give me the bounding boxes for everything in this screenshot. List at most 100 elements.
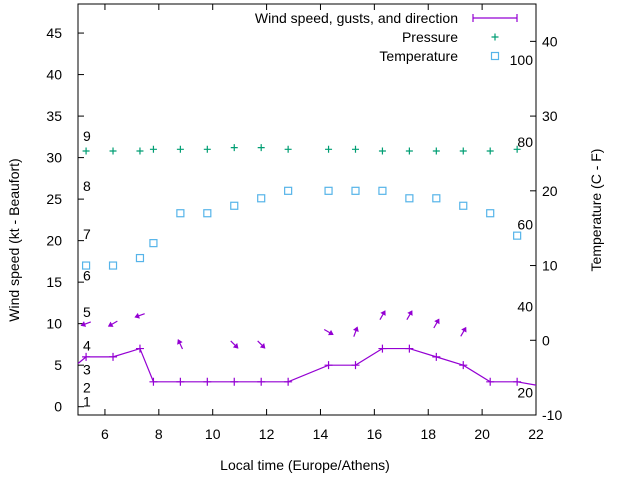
temperature-point — [324, 186, 333, 195]
temperature-point — [176, 209, 185, 218]
fahrenheit-label: 40 — [517, 299, 533, 315]
pressure-point — [109, 147, 117, 155]
arrow-head — [327, 329, 334, 336]
temperature-point — [405, 194, 414, 203]
temperature-point — [351, 186, 360, 195]
y-tick-label: 30 — [46, 150, 62, 166]
y2-tick-label: 10 — [542, 258, 558, 274]
y2-axis-label: Temperature (C - F) — [588, 149, 604, 272]
wind-direction-arrow — [230, 340, 239, 349]
y2-tick-label: 40 — [542, 33, 558, 49]
y-tick-label: 0 — [54, 399, 62, 415]
fahrenheit-label: 60 — [517, 216, 533, 232]
y-tick-label: 40 — [46, 67, 62, 83]
wind-direction-arrow — [134, 312, 145, 319]
legend: Wind speed, gusts, and direction Pressure… — [255, 10, 518, 64]
pressure-point — [486, 147, 494, 155]
pressure-point — [203, 145, 211, 153]
beaufort-label: 4 — [83, 337, 91, 353]
wind-speed-point — [257, 377, 266, 386]
y-tick-label: 15 — [46, 274, 62, 290]
legend-label: Pressure — [402, 29, 458, 45]
wind-speed-point — [135, 344, 144, 353]
beaufort-label: 6 — [83, 268, 91, 284]
arrow-head — [80, 321, 87, 327]
beaufort-label: 8 — [83, 178, 91, 194]
wind-direction-arrow — [257, 340, 266, 349]
temperature-point — [378, 186, 387, 195]
arrow-head — [107, 321, 114, 327]
y2-tick-label: 0 — [542, 332, 550, 348]
temperature-point — [230, 201, 239, 210]
pressure-point — [432, 147, 440, 155]
x-tick-label: 14 — [313, 426, 329, 442]
wind-speed-point — [405, 344, 414, 353]
y-tick-label: 35 — [46, 108, 62, 124]
wind-direction-arrow — [107, 320, 118, 327]
x-tick-label: 22 — [528, 426, 544, 442]
arrow-head — [177, 339, 183, 345]
x-tick-label: 6 — [101, 426, 109, 442]
beaufort-label: 1 — [83, 394, 91, 410]
series-layer — [77, 144, 537, 386]
beaufort-label: 7 — [83, 226, 91, 242]
arrow-head — [353, 326, 359, 332]
wind-speed-point — [486, 377, 495, 386]
legend-temperature-marker — [490, 51, 500, 61]
x-tick-label: 10 — [205, 426, 221, 442]
y2-tick-label: 20 — [542, 183, 558, 199]
temperature-point — [203, 209, 212, 218]
beaufort-label: 9 — [83, 128, 91, 144]
pressure-point — [513, 145, 521, 153]
pressure-point — [149, 145, 157, 153]
wind-speed-line — [77, 347, 537, 386]
y-tick-label: 10 — [46, 316, 62, 332]
wind-speed-point — [203, 377, 212, 386]
pressure-point — [325, 145, 333, 153]
temperature-point — [486, 209, 495, 218]
arrow-head — [407, 310, 413, 316]
temperature-point — [459, 201, 468, 210]
y2-tick-label: 30 — [542, 108, 558, 124]
wind-speed-point — [109, 352, 118, 361]
wind-speed-point — [513, 377, 522, 386]
y-tick-label: 25 — [46, 191, 62, 207]
x-tick-label: 16 — [367, 426, 383, 442]
wind-speed-point — [149, 377, 158, 386]
pressure-point — [176, 145, 184, 153]
wind-speed-point — [459, 361, 468, 370]
beaufort-label: 2 — [83, 380, 91, 396]
plot-frame — [77, 3, 537, 416]
pressure-point — [230, 144, 238, 152]
wind-direction-arrow — [433, 318, 440, 329]
temperature-point — [149, 239, 158, 248]
wind-direction-arrow — [80, 321, 91, 327]
arrow-head — [461, 326, 467, 333]
legend-label: Wind speed, gusts, and direction — [255, 10, 458, 26]
y2-tick-label: -10 — [542, 407, 562, 423]
pressure-point — [459, 147, 467, 155]
y-tick-label: 20 — [46, 233, 62, 249]
wind-direction-arrow — [460, 326, 467, 337]
x-axis-label: Local time (Europe/Athens) — [220, 457, 390, 473]
x-tick-label: 18 — [420, 426, 436, 442]
pressure-point — [257, 144, 265, 152]
wind-speed-point — [378, 344, 387, 353]
wind-speed-point — [432, 352, 441, 361]
wind-direction-arrow — [353, 326, 359, 337]
y-axis-label: Wind speed (kt - Beaufort) — [6, 158, 22, 321]
x-tick-label: 20 — [474, 426, 490, 442]
legend-pressure-marker — [491, 33, 499, 41]
wind-speed-point — [351, 361, 360, 370]
pressure-point — [378, 147, 386, 155]
wind-speed-point — [82, 352, 91, 361]
wind-direction-arrow — [323, 328, 334, 336]
x-tick-label: 8 — [155, 426, 163, 442]
pressure-point — [136, 147, 144, 155]
wind-direction-arrow — [177, 339, 184, 350]
beaufort-label: 3 — [83, 361, 91, 377]
wind-speed-point — [230, 377, 239, 386]
arrow-head — [232, 343, 239, 349]
